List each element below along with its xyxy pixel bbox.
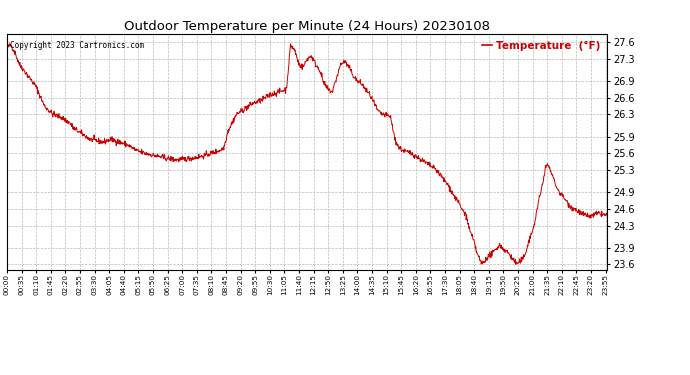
Title: Outdoor Temperature per Minute (24 Hours) 20230108: Outdoor Temperature per Minute (24 Hours…	[124, 20, 490, 33]
Legend: Temperature  (°F): Temperature (°F)	[480, 39, 602, 53]
Text: Copyright 2023 Cartronics.com: Copyright 2023 Cartronics.com	[10, 41, 144, 50]
